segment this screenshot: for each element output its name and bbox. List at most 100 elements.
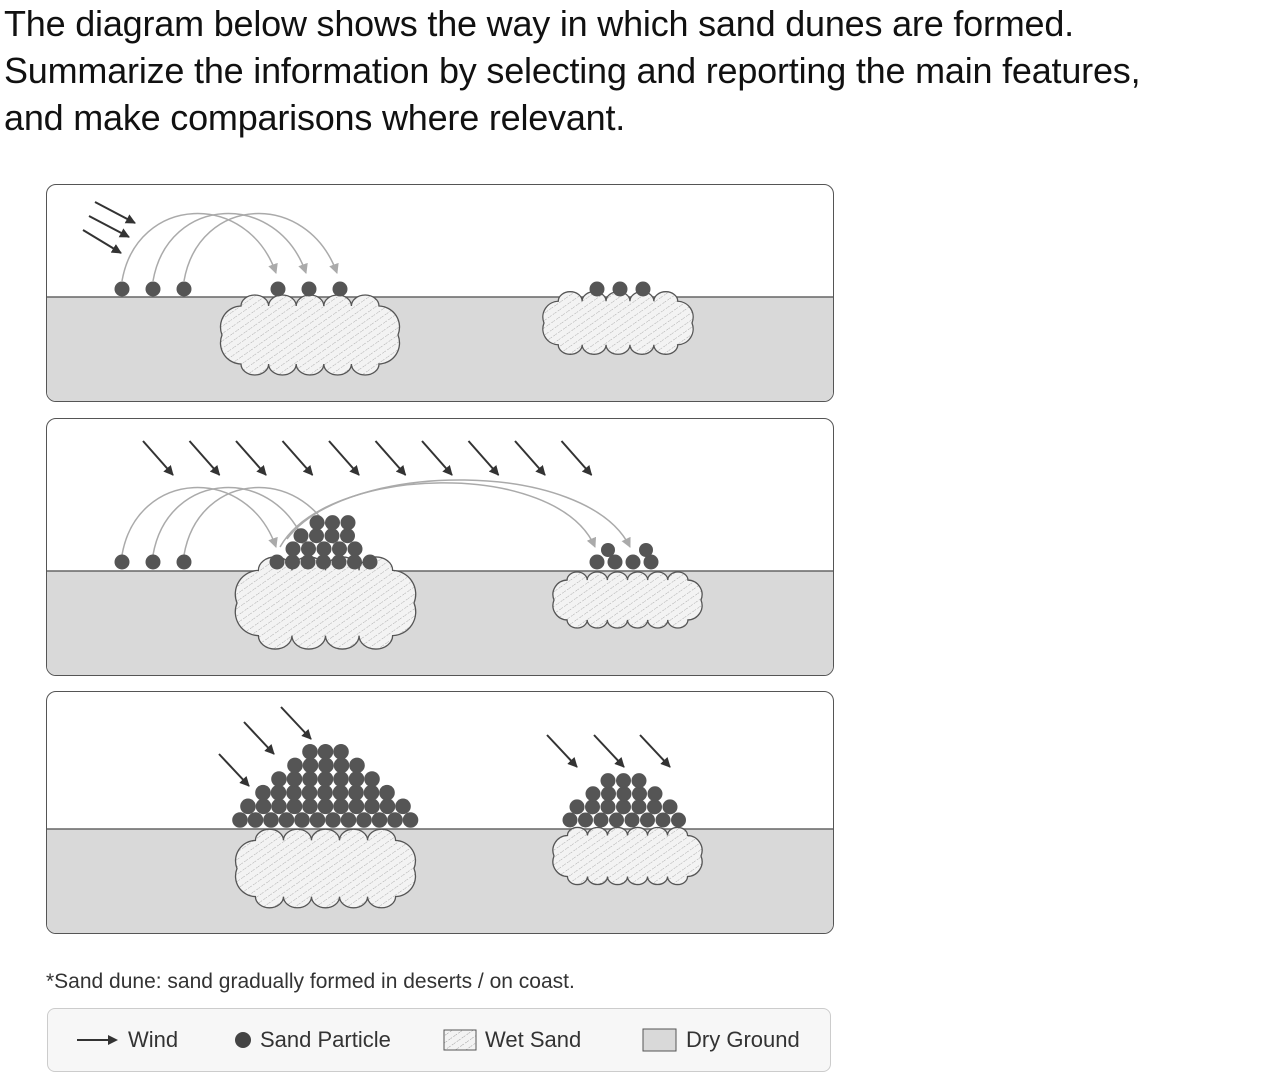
footnote: *Sand dune: sand gradually formed in des… xyxy=(46,970,575,993)
sand-particle xyxy=(616,786,632,802)
sand-particle xyxy=(647,786,663,802)
sand-particle xyxy=(176,554,192,570)
sand-particle xyxy=(348,798,365,815)
sand-particle xyxy=(395,798,411,815)
sand-particle xyxy=(325,812,341,828)
sand-particle xyxy=(301,784,318,801)
sand-particle xyxy=(578,812,593,828)
dry-ground xyxy=(47,571,833,675)
wind-arrow xyxy=(514,440,546,476)
wet-sand-patch xyxy=(552,826,703,886)
wind-arrow xyxy=(328,440,360,476)
sand-particles xyxy=(114,281,651,297)
sand-particle xyxy=(286,771,303,787)
sand-particle xyxy=(347,554,362,570)
particle-trajectories xyxy=(121,212,339,282)
sand-particle xyxy=(569,799,585,815)
wind-arrow xyxy=(593,734,625,768)
sand-particle xyxy=(302,771,318,787)
legend-wind-label: Wind xyxy=(128,1027,179,1052)
sand-particle xyxy=(287,757,303,774)
wet-sand-patch xyxy=(219,294,401,376)
sand-particle xyxy=(616,773,631,789)
sand-particle xyxy=(285,541,301,557)
sand-particle xyxy=(331,554,347,570)
sand-particle xyxy=(362,554,378,570)
wet-sand-patch xyxy=(234,828,417,909)
sand-particle xyxy=(639,543,653,557)
legend-wet-sand: Wet Sand xyxy=(443,1009,581,1071)
wind-arrow xyxy=(142,440,174,476)
sand-particle xyxy=(624,812,640,828)
wet-sand-patch xyxy=(234,556,417,650)
sand-particle xyxy=(625,554,641,570)
wind-arrow xyxy=(243,721,275,755)
sand-particle xyxy=(662,799,678,815)
legend-dry-ground: Dry Ground xyxy=(642,1009,800,1071)
trajectory-arc xyxy=(121,212,278,282)
sand-particle xyxy=(309,812,326,828)
wind-arrow xyxy=(281,440,314,476)
sand-particle xyxy=(278,812,295,828)
sand-particle xyxy=(240,798,256,815)
sand-particle xyxy=(631,799,647,815)
sand-particle xyxy=(286,784,302,801)
sand-particle xyxy=(402,812,419,828)
wind-arrow xyxy=(546,734,578,768)
sand-particle xyxy=(332,281,348,297)
sand-particle xyxy=(318,757,334,774)
prompt-line-2: Summarize the information by selecting a… xyxy=(4,50,1141,91)
sand-particle xyxy=(640,812,655,828)
sand-particles xyxy=(232,743,686,828)
sand-particle xyxy=(300,554,316,570)
legend-wind: Wind xyxy=(76,1009,178,1071)
sand-particle xyxy=(600,799,616,815)
sand-particle xyxy=(293,528,309,544)
sand-particle xyxy=(655,812,671,828)
sand-particle xyxy=(600,773,616,789)
wind-arrow xyxy=(639,734,671,768)
wind-arrows xyxy=(142,440,593,476)
wind-arrow xyxy=(88,215,130,238)
sand-particle xyxy=(294,812,310,828)
sand-particle xyxy=(348,784,364,801)
sand-particle xyxy=(145,281,161,297)
sand-particle xyxy=(271,798,287,815)
stage-2-diagram xyxy=(47,440,833,675)
sand-particle xyxy=(387,812,403,828)
sand-particle xyxy=(332,541,347,557)
sand-particle xyxy=(348,771,365,787)
sand-particle xyxy=(333,743,349,760)
sand-particle xyxy=(347,541,363,557)
dry-ground xyxy=(47,829,833,933)
sand-particle xyxy=(364,771,380,787)
sand-particle xyxy=(269,554,285,570)
legend: Wind Sand Particle Wet Sand Dry Ground xyxy=(47,1008,831,1072)
legend-particle: Sand Particle xyxy=(234,1009,391,1071)
legend-dry-ground-label: Dry Ground xyxy=(686,1027,800,1052)
sand-particle xyxy=(285,554,300,570)
sand-particle xyxy=(601,543,615,557)
prompt-line-1: The diagram below shows the way in which… xyxy=(4,3,1074,44)
sand-particle xyxy=(363,784,380,801)
sand-particle xyxy=(317,743,334,760)
sand-particle xyxy=(114,281,130,297)
sand-particle xyxy=(589,554,605,570)
wind-arrow xyxy=(280,706,312,740)
trajectory-arc xyxy=(183,212,339,282)
sand-particle xyxy=(255,784,271,801)
sand-particles xyxy=(114,515,659,570)
legend-particle-label: Sand Particle xyxy=(260,1027,391,1052)
sand-particle xyxy=(270,784,287,801)
dry-ground xyxy=(47,297,833,401)
sand-particle xyxy=(340,528,355,544)
sand-particle xyxy=(255,798,272,815)
sand-particle xyxy=(316,541,332,557)
legend-wet-sand-label: Wet Sand xyxy=(485,1027,582,1052)
sand-particle xyxy=(631,773,647,789)
sand-particle xyxy=(371,812,388,828)
trajectory-arc xyxy=(286,479,631,548)
wind-arrow xyxy=(235,440,267,476)
sand-particle xyxy=(317,771,334,787)
sand-particle xyxy=(309,528,324,544)
